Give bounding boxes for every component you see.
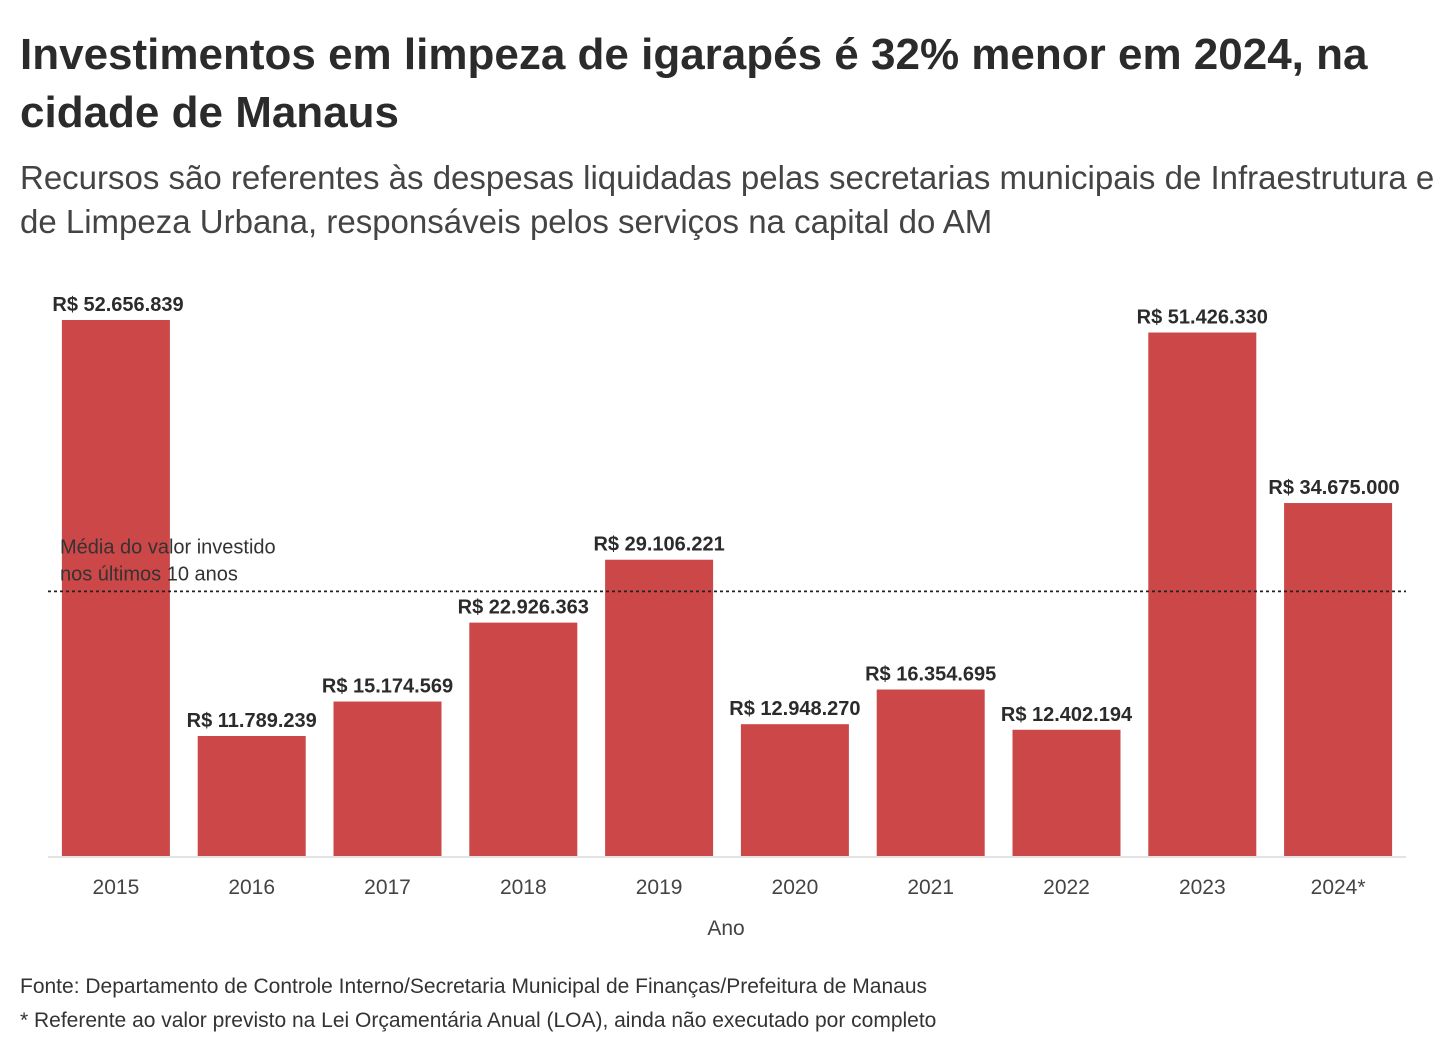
bar-2024 — [1284, 503, 1393, 856]
bar-value-label-2019: R$ 29.106.221 — [593, 534, 724, 556]
bar-2021 — [876, 689, 985, 856]
x-axis-title: Ano — [707, 917, 744, 940]
bar-value-label-2017: R$ 15.174.569 — [322, 676, 453, 698]
bar-value-label-2016: R$ 11.789.239 — [187, 710, 317, 732]
bar-2020 — [740, 724, 849, 856]
bar-value-label-2024: R$ 34.675.000 — [1268, 477, 1399, 499]
bar-value-label-2015: R$ 52.656.839 — [52, 294, 183, 316]
bar-2017 — [333, 701, 442, 856]
chart-title: Investimentos em limpeza de igarapés é 3… — [20, 30, 1368, 137]
x-tick-label-2019: 2019 — [636, 876, 683, 899]
footnote: * Referente ao valor previsto na Lei Orç… — [20, 1009, 937, 1032]
bar-chart: Média do valor investido nos últimos 10 … — [48, 294, 1406, 940]
bar-2016 — [197, 735, 306, 856]
average-reference-label-line1: Média do valor investido — [60, 536, 276, 558]
x-tick-label-2015: 2015 — [93, 876, 140, 899]
bar-2019 — [605, 559, 714, 856]
bar-value-label-2021: R$ 16.354.695 — [865, 664, 996, 686]
bar-2015 — [61, 320, 170, 856]
bar-value-label-2020: R$ 12.948.270 — [729, 698, 860, 720]
bar-2018 — [469, 622, 578, 856]
x-tick-label-2018: 2018 — [500, 876, 547, 899]
source-note: Fonte: Departamento de Controle Interno/… — [20, 975, 927, 998]
bars-group — [61, 320, 1393, 856]
x-tick-label-2017: 2017 — [364, 876, 411, 899]
bar-2023 — [1148, 332, 1257, 856]
average-reference-label-line2: nos últimos 10 anos — [60, 563, 238, 585]
chart-subtitle: Recursos são referentes às despesas liqu… — [20, 159, 1435, 240]
bar-value-label-2022: R$ 12.402.194 — [1001, 704, 1133, 726]
x-tick-label-2021: 2021 — [907, 876, 954, 899]
x-tick-label-2024: 2024* — [1311, 876, 1366, 899]
bar-2022 — [1012, 729, 1121, 856]
bar-value-label-2023: R$ 51.426.330 — [1137, 307, 1268, 329]
x-tick-label-2020: 2020 — [772, 876, 819, 899]
bar-value-label-2018: R$ 22.926.363 — [458, 597, 589, 619]
x-tick-label-2016: 2016 — [228, 876, 275, 899]
x-tick-label-2022: 2022 — [1043, 876, 1090, 899]
x-tick-label-2023: 2023 — [1179, 876, 1226, 899]
